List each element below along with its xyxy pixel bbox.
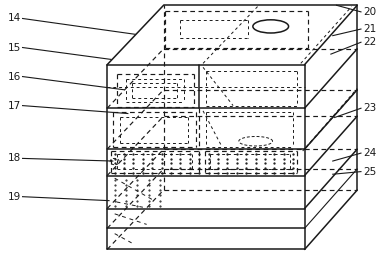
- Text: 20: 20: [363, 7, 376, 17]
- Text: 23: 23: [363, 103, 376, 113]
- Text: 15: 15: [8, 43, 21, 53]
- Text: 25: 25: [363, 167, 376, 177]
- Text: 16: 16: [8, 72, 21, 82]
- Text: 19: 19: [8, 192, 21, 202]
- Text: 21: 21: [363, 24, 376, 34]
- Text: 24: 24: [363, 148, 376, 158]
- Text: 17: 17: [8, 101, 21, 111]
- Text: 14: 14: [8, 13, 21, 23]
- Text: 22: 22: [363, 37, 376, 47]
- Text: 18: 18: [8, 153, 21, 163]
